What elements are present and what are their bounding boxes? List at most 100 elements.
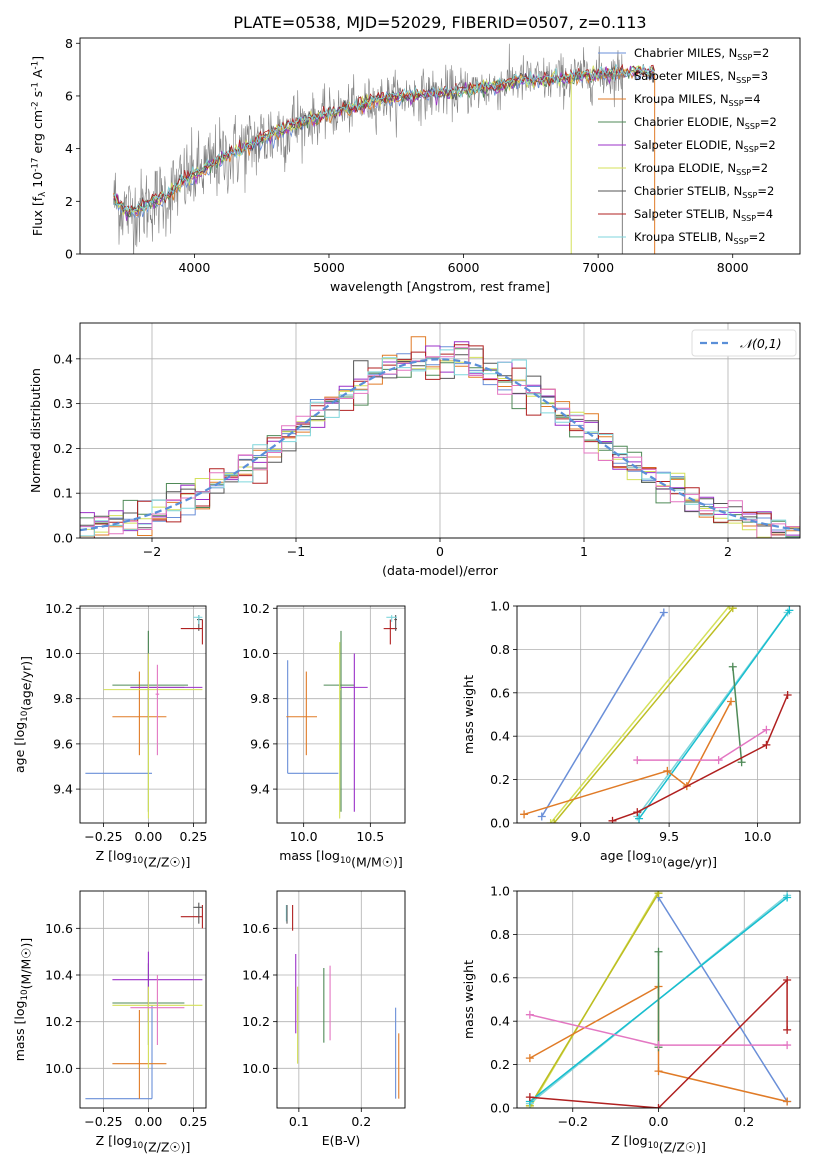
y-tick-label: 10.4 xyxy=(242,968,270,983)
y-tick-label: 0.2 xyxy=(53,441,73,456)
y-tick-label: 9.6 xyxy=(250,736,270,751)
mass-weight-marker xyxy=(728,606,737,613)
histogram-step-line xyxy=(80,346,800,538)
x-axis-label: (data-model)/error xyxy=(382,563,499,578)
x-tick-label: 10.0 xyxy=(744,829,772,844)
y-tick-label: 0.2 xyxy=(490,1057,510,1072)
massweight-vs-age-axes: 9.0 9.5 10.0 0.0 0.2 0.4 0.6 0.8 1.0 age [log10(a… xyxy=(461,599,801,869)
x-tick-label: 0.25 xyxy=(179,1114,207,1129)
y-tick-label: 10.0 xyxy=(242,1061,270,1076)
y-tick-label: 10.6 xyxy=(242,921,270,936)
x-tick-label: 0.1 xyxy=(289,1114,309,1129)
y-tick-label: 0.3 xyxy=(53,396,73,411)
y-tick-label: 0.6 xyxy=(490,685,510,700)
x-tick-label: −2 xyxy=(143,544,161,559)
errorbar-point xyxy=(85,1005,153,1100)
normal-reference-curve xyxy=(80,358,800,532)
legend-label: Salpeter STELIB, NSSP=4 xyxy=(634,207,773,223)
mass-weight-marker xyxy=(525,1010,534,1019)
x-tick-label: 10.0 xyxy=(290,829,318,844)
mass-weight-marker xyxy=(520,810,529,819)
x-axis-label: Z [log10(Z/Z☉)] xyxy=(611,1133,706,1154)
x-tick-label: 10.5 xyxy=(356,829,384,844)
y-tick-label: 10.2 xyxy=(242,1014,270,1029)
mass-weight-marker xyxy=(550,819,559,823)
mass-weight-marker xyxy=(537,812,546,821)
y-axis-label: mass weight xyxy=(461,960,476,1039)
mass-weight-line xyxy=(523,701,732,816)
errorbar-point xyxy=(286,671,317,756)
mass-weight-line xyxy=(612,694,789,822)
mass-weight-line xyxy=(553,607,734,823)
mass-weight-marker xyxy=(654,1041,663,1050)
mass-weight-marker xyxy=(727,697,736,706)
x-axis-label: mass [log10(M/M☉)] xyxy=(279,848,403,869)
age-vs-mass-plot-area xyxy=(286,615,397,819)
mass-vs-Z-axes: −0.25 0.00 0.25 10.0 10.2 10.4 10.6 Z [log10(Z/… xyxy=(12,890,207,1154)
massweight-vs-Z-plot-area xyxy=(525,891,792,1108)
errorbar-point xyxy=(130,975,185,1045)
legend-box xyxy=(691,329,797,357)
errorbar-point xyxy=(193,615,203,625)
y-tick-label: 4 xyxy=(65,141,73,156)
y-tick-label: 10.0 xyxy=(242,646,270,661)
mass-weight-line xyxy=(550,606,730,823)
mass-weight-marker xyxy=(608,816,617,823)
y-tick-label: 9.4 xyxy=(250,782,270,797)
mass-weight-marker xyxy=(659,608,668,617)
x-axis-label: wavelength [Angstrom, rest frame] xyxy=(330,279,550,294)
mass-weight-marker xyxy=(783,1025,792,1034)
mass-weight-series xyxy=(550,606,737,823)
y-tick-label: 6 xyxy=(65,88,73,103)
spectrum-axes: 4000 5000 6000 7000 8000 0 2 4 6 8 wavelength [Ang… xyxy=(30,36,801,294)
mass-weight-marker xyxy=(783,1041,792,1050)
plots-layer: 4000 5000 6000 7000 8000 0 2 4 6 8 wavelength [Ang… xyxy=(12,36,801,1154)
y-tick-label: 9.8 xyxy=(53,691,73,706)
mass-weight-marker xyxy=(525,1054,534,1063)
x-tick-label: 0.00 xyxy=(134,829,162,844)
y-tick-label: 0.0 xyxy=(53,531,73,546)
legend-label: 𝒩(0,1) xyxy=(740,336,782,351)
mass-weight-marker xyxy=(762,740,771,749)
mass-vs-Z-frame xyxy=(79,890,207,1109)
y-tick-label: 10.2 xyxy=(45,1014,73,1029)
model-spectrum-line xyxy=(113,64,655,214)
y-tick-label: 10.0 xyxy=(45,646,73,661)
age-vs-Z-plot-area xyxy=(85,615,203,819)
legend-label: Chabrier STELIB, NSSP=2 xyxy=(634,184,774,200)
residual-histogram-axes: −2 −1 0 1 2 0.0 0.1 0.2 0.3 0.4 (data-model)/error… xyxy=(28,322,801,578)
x-tick-label: 0.2 xyxy=(351,1114,371,1129)
age-vs-Z-frame xyxy=(79,605,207,824)
mass-weight-series xyxy=(635,606,794,823)
y-tick-label: 10.0 xyxy=(45,1061,73,1076)
x-tick-label: 0.00 xyxy=(134,1114,162,1129)
mass-weight-series xyxy=(608,690,792,823)
x-tick-label: −0.25 xyxy=(84,829,122,844)
mass-weight-marker xyxy=(785,606,794,615)
mass-weight-marker xyxy=(663,766,672,775)
y-tick-label: 0.6 xyxy=(490,970,510,985)
y-tick-label: 9.8 xyxy=(250,691,270,706)
mass-weight-series xyxy=(537,608,668,821)
x-tick-label: 4000 xyxy=(178,260,210,275)
age-vs-mass-axes: 10.0 10.5 9.4 9.6 9.8 10.0 10.2 mass [log10(M/M… xyxy=(242,601,406,869)
residual-histogram-frame xyxy=(79,322,801,539)
errorbar-point xyxy=(386,615,397,622)
y-axis-label: age [log10(age/yr)] xyxy=(12,656,33,773)
x-tick-label: 0.25 xyxy=(179,829,207,844)
mass-weight-line xyxy=(541,612,665,817)
massweight-vs-age-plot-area xyxy=(520,606,794,823)
mass-vs-ebv-axes: 0.1 0.2 10.0 10.2 10.4 10.6 E(B-V) xyxy=(242,890,406,1148)
y-tick-label: 0.2 xyxy=(490,772,510,787)
mass-weight-marker xyxy=(783,1097,792,1106)
histogram-step-line xyxy=(80,349,800,538)
mass-weight-marker xyxy=(654,947,663,956)
y-tick-label: 10.6 xyxy=(45,921,73,936)
mass-vs-ebv-plot-area xyxy=(285,905,400,1099)
mass-weight-marker xyxy=(783,893,792,902)
legend-label: Kroupa MILES, NSSP=4 xyxy=(634,92,761,108)
x-tick-label: 0 xyxy=(436,544,444,559)
y-tick-label: 0.0 xyxy=(490,1101,510,1116)
x-axis-label: E(B-V) xyxy=(322,1133,361,1148)
